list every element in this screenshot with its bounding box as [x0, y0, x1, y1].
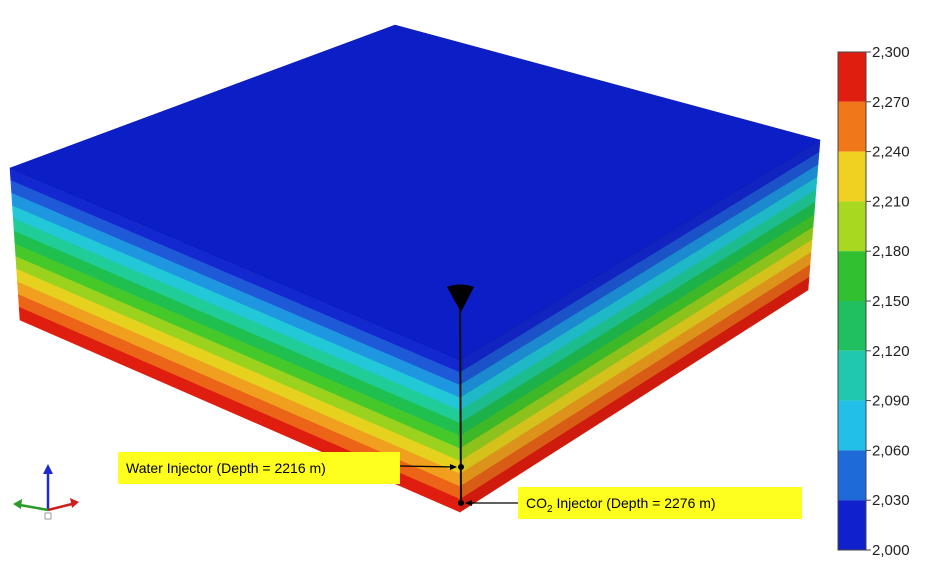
axis-origin — [45, 513, 51, 519]
co2-prefix: CO — [526, 495, 547, 511]
colorbar-segment — [838, 152, 866, 202]
co2-suffix: Injector (Depth = 2276 m) — [553, 495, 716, 511]
colorbar-segment — [838, 500, 866, 550]
colorbar-segment — [838, 450, 866, 500]
axis-x — [48, 504, 72, 510]
colorbar-label: 2,270 — [872, 94, 910, 111]
axis-y — [20, 505, 48, 510]
reservoir-view: Water Injector (Depth = 2216 m) CO2 Inje… — [0, 0, 926, 564]
colorbar-segment — [838, 401, 866, 451]
colorbar-segment — [838, 52, 866, 102]
colorbar-label: 2,300 — [872, 44, 910, 61]
colorbar: 2,300 2,270 2,240 2,210 2,180 2,150 2,120 2,090… — [838, 44, 910, 559]
colorbar-label: 2,180 — [872, 243, 910, 260]
water-injector-label: Water Injector (Depth = 2216 m) — [126, 460, 326, 476]
axis-triad — [13, 464, 79, 519]
colorbar-segment — [838, 301, 866, 351]
colorbar-segment — [838, 351, 866, 401]
colorbar-label: 2,120 — [872, 343, 910, 360]
colorbar-label: 2,060 — [872, 442, 910, 459]
colorbar-label: 2,240 — [872, 144, 910, 161]
axis-x-head — [70, 498, 79, 508]
colorbar-segment — [838, 201, 866, 251]
axis-y-head — [13, 499, 22, 509]
colorbar-segment — [838, 102, 866, 152]
colorbar-label: 2,150 — [872, 293, 910, 310]
colorbar-label: 2,210 — [872, 193, 910, 210]
colorbar-label: 2,030 — [872, 492, 910, 509]
colorbar-label: 2,000 — [872, 542, 910, 559]
water-injector-point — [458, 464, 464, 470]
axis-z-head — [43, 464, 53, 474]
colorbar-segment — [838, 251, 866, 301]
well-path — [460, 300, 461, 505]
co2-injector-point — [458, 500, 464, 506]
colorbar-label: 2,090 — [872, 393, 910, 410]
